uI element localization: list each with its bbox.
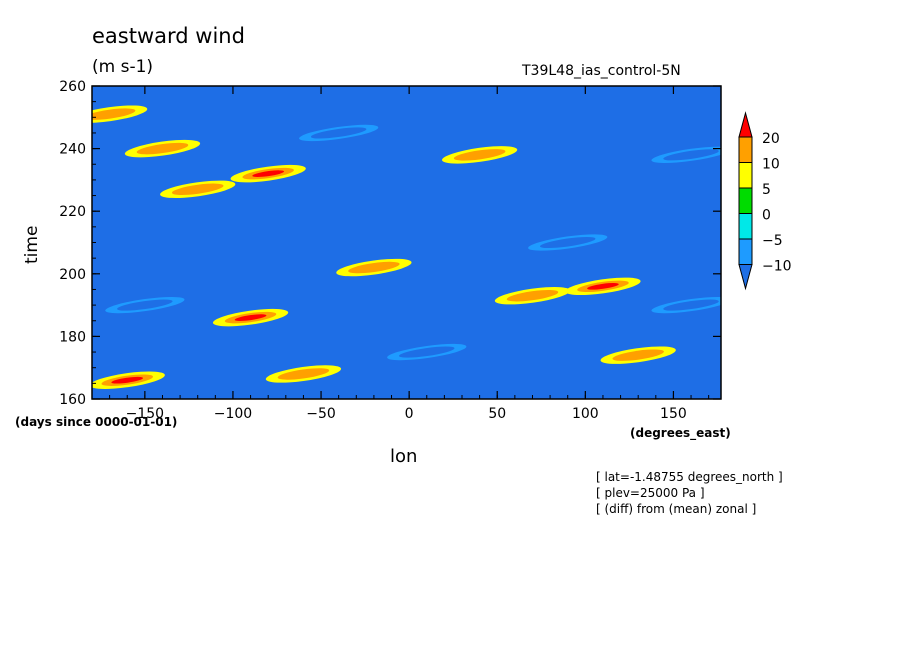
feature-blob — [234, 314, 267, 321]
note-lat: [ lat=-1.48755 degrees_north ] — [596, 470, 783, 484]
feature-blob — [453, 149, 506, 161]
y-tick-label: 160 — [59, 392, 86, 408]
note-plev: [ plev=25000 Pa ] — [596, 486, 705, 500]
colorbar-arrow-top — [738, 111, 753, 138]
run-label: T39L48_ias_control-5N — [522, 63, 681, 79]
x-tick-label: −150 — [126, 406, 164, 422]
x-tick-label: 50 — [488, 406, 506, 422]
feature-blob — [663, 149, 719, 161]
note-diff: [ (diff) from (mean) zonal ] — [596, 502, 757, 516]
feature-blob — [171, 183, 224, 196]
colorbar-box — [738, 162, 753, 189]
feature-blob — [92, 108, 136, 120]
x-axis-label: lon — [390, 446, 418, 467]
y-tick-label: 200 — [59, 267, 86, 283]
chart-title: eastward wind — [92, 24, 245, 48]
feature-blob — [539, 236, 596, 249]
colorbar-label: 0 — [762, 208, 771, 224]
feature-blob — [310, 127, 367, 139]
colorbar-label: −5 — [762, 233, 783, 249]
y-tick-label: 220 — [59, 204, 86, 220]
feature-blob — [252, 170, 285, 177]
y-tick-label: 240 — [59, 142, 86, 158]
x-tick-label: 0 — [405, 406, 414, 422]
colorbar-box — [738, 187, 753, 214]
colorbar-label: 10 — [762, 157, 780, 173]
feature-blob — [136, 142, 189, 155]
x-tick-label: 100 — [572, 406, 599, 422]
feature-blob — [348, 261, 400, 274]
feature-blob — [506, 289, 559, 302]
feature-blob — [612, 349, 664, 361]
x-tick-label: −50 — [306, 406, 336, 422]
feature-blob — [399, 346, 455, 358]
feature-blob — [277, 368, 330, 380]
colorbar-label: 20 — [762, 131, 780, 147]
y-axis-units: (days since 0000-01-01) — [15, 415, 178, 429]
colorbar-label: 5 — [762, 182, 771, 198]
feature-blob — [111, 376, 144, 384]
feature-blob — [587, 282, 619, 290]
feature-blob — [117, 299, 173, 311]
y-tick-label: 180 — [59, 329, 86, 345]
colorbar-box — [738, 238, 753, 265]
contour-field — [92, 86, 721, 399]
chart-units: (m s-1) — [92, 57, 154, 77]
x-tick-label: −100 — [214, 406, 252, 422]
colorbar-label: −10 — [762, 259, 792, 275]
x-tick-label: 150 — [660, 406, 687, 422]
x-axis-units: (degrees_east) — [630, 426, 731, 440]
colorbar-box — [738, 136, 753, 163]
y-tick-label: 260 — [59, 79, 86, 95]
colorbar-box — [738, 213, 753, 240]
y-axis-label: time — [22, 225, 42, 264]
feature-blob — [663, 299, 719, 311]
colorbar-arrow-bottom — [738, 264, 753, 291]
